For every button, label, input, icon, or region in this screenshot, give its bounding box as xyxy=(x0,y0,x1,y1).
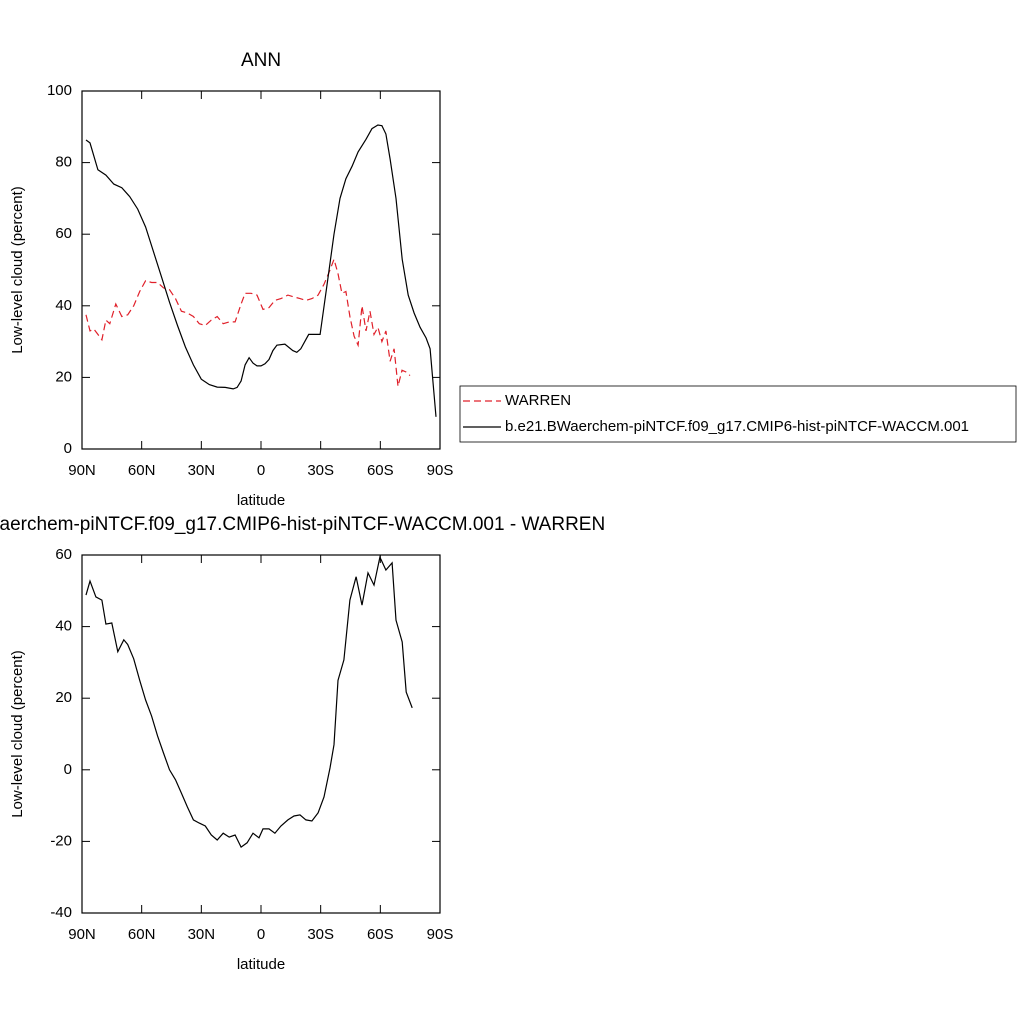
y-axis-label: Low-level cloud (percent) xyxy=(9,650,26,818)
x-tick-label: 90S xyxy=(427,926,454,943)
x-tick-label: 60N xyxy=(128,462,156,479)
chart-title: b.e21.BWaerchem-piNTCF.f09_g17.CMIP6-his… xyxy=(0,514,605,535)
x-axis-label: latitude xyxy=(237,956,285,973)
x-tick-label: 90S xyxy=(427,462,454,479)
legend: WARREN b.e21.BWaerchem-piNTCF.f09_g17.CMI… xyxy=(459,385,1017,443)
y-tick-label: 0 xyxy=(64,761,72,778)
x-tick-label: 60S xyxy=(367,462,394,479)
data-line xyxy=(85,124,437,417)
y-tick-label: 20 xyxy=(55,368,72,385)
data-line xyxy=(85,257,411,387)
x-tick-label: 0 xyxy=(257,926,265,943)
plot-frame xyxy=(81,554,441,914)
y-axis-label: Low-level cloud (percent) xyxy=(9,186,26,354)
y-tick-label: 40 xyxy=(55,618,72,635)
y-tick-label: -40 xyxy=(50,904,72,921)
plot-frame xyxy=(81,90,441,450)
y-tick-label: 40 xyxy=(55,297,72,314)
x-tick-label: 30N xyxy=(188,926,216,943)
x-tick-label: 90N xyxy=(68,926,96,943)
y-tick-label: 20 xyxy=(55,689,72,706)
x-tick-label: 30N xyxy=(188,462,216,479)
x-tick-label: 0 xyxy=(257,462,265,479)
legend-box xyxy=(459,385,1017,443)
x-tick-label: 30S xyxy=(307,462,334,479)
chart-title: ANN xyxy=(241,50,281,71)
y-tick-label: 80 xyxy=(55,154,72,171)
y-tick-label: 60 xyxy=(55,225,72,242)
x-tick-label: 30S xyxy=(307,926,334,943)
x-tick-label: 60N xyxy=(128,926,156,943)
data-line xyxy=(85,555,413,848)
legend-label: WARREN xyxy=(505,392,571,409)
y-tick-label: 0 xyxy=(64,440,72,457)
y-tick-label: 60 xyxy=(55,546,72,563)
y-tick-label: -20 xyxy=(50,832,72,849)
x-tick-label: 60S xyxy=(367,926,394,943)
x-tick-label: 90N xyxy=(68,462,96,479)
y-tick-label: 100 xyxy=(47,82,72,99)
x-axis-label: latitude xyxy=(237,492,285,509)
legend-label: b.e21.BWaerchem-piNTCF.f09_g17.CMIP6-his… xyxy=(505,418,969,435)
